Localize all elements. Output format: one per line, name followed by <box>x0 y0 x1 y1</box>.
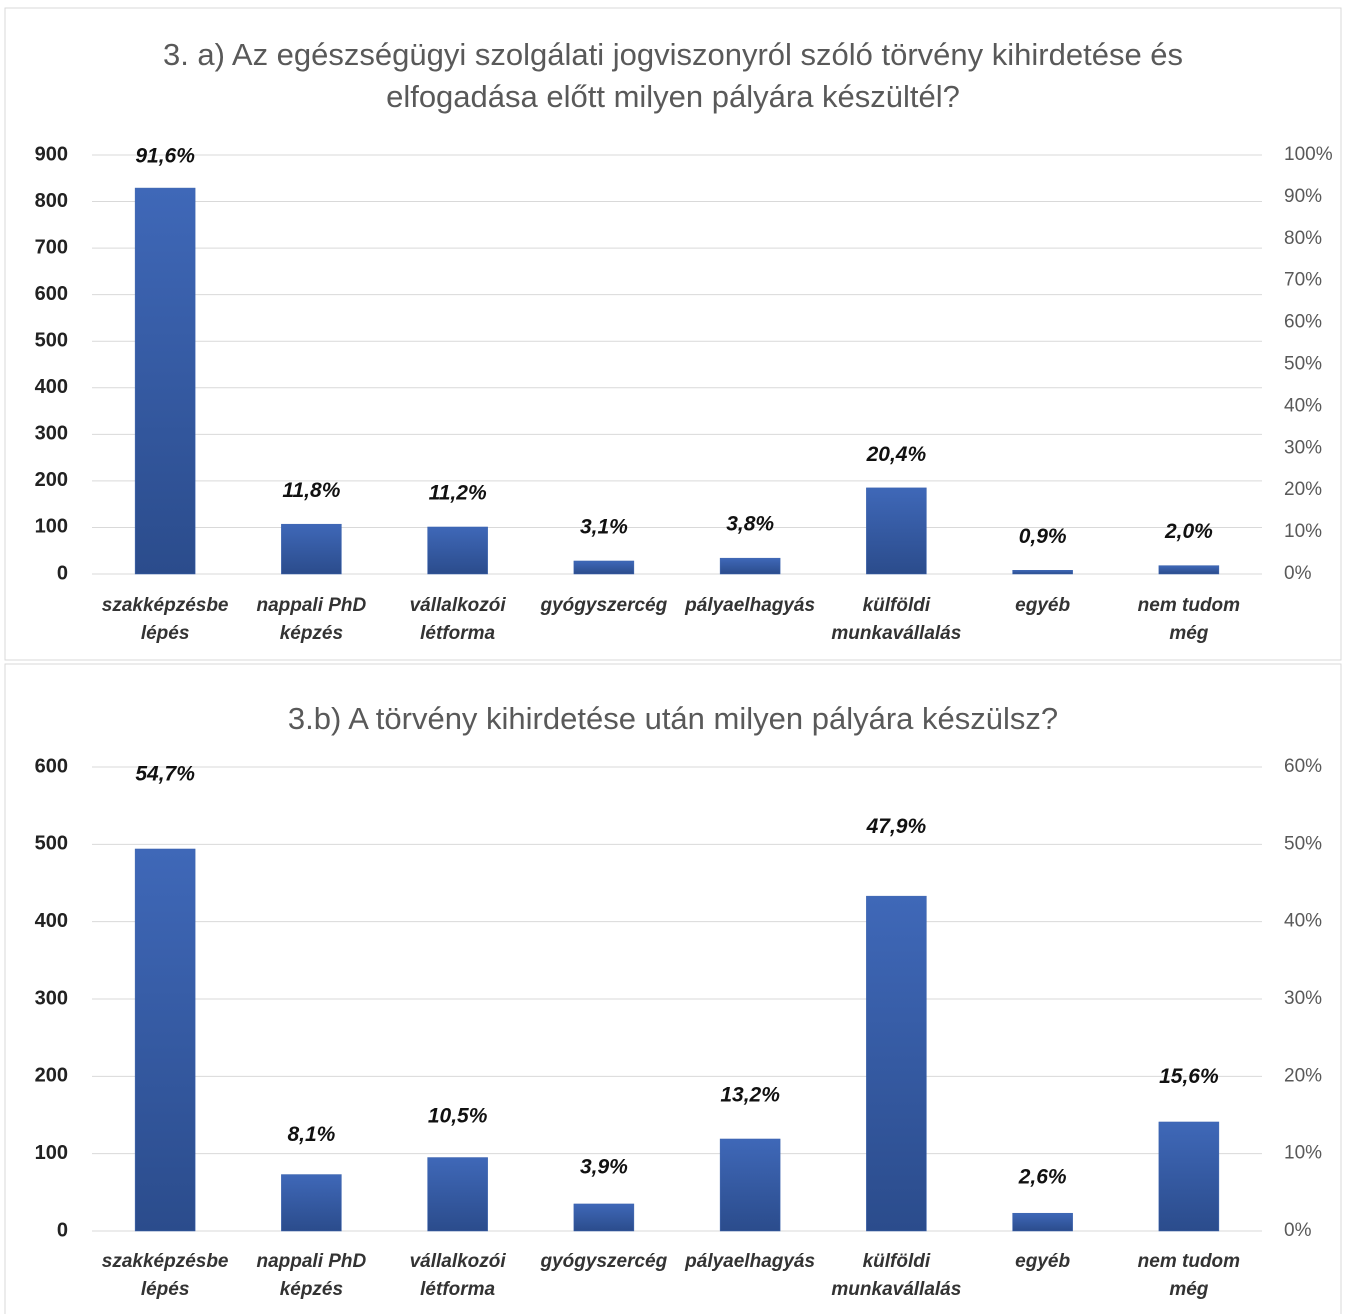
y-tick-label: 200 <box>35 469 68 491</box>
x-tick-label: még <box>1169 623 1208 644</box>
x-tick-label: pályaelhagyás <box>684 595 815 616</box>
x-tick-label: külföldi <box>863 595 931 616</box>
value-label: 15,6% <box>1159 1065 1219 1088</box>
y-tick-label: 100 <box>35 516 68 538</box>
y2-tick-label: 0% <box>1284 1220 1312 1241</box>
x-tick-label: szakképzésbe <box>102 595 229 616</box>
x-tick-label: nappali PhD <box>256 595 366 616</box>
value-label: 11,2% <box>429 482 487 505</box>
bar <box>1012 1212 1073 1232</box>
bar <box>1158 565 1220 575</box>
x-tick-label: képzés <box>280 623 343 644</box>
y2-tick-label: 40% <box>1284 911 1322 932</box>
panel-border <box>4 663 1342 1314</box>
x-tick-label: gyógyszercég <box>540 1251 668 1272</box>
value-label: 47,9% <box>866 815 927 838</box>
value-label: 2,6% <box>1018 1165 1067 1188</box>
value-label: 0,9% <box>1019 525 1067 548</box>
bar <box>719 557 781 575</box>
y-tick-label: 900 <box>35 143 68 165</box>
x-tick-label: gyógyszercég <box>540 595 668 616</box>
chart-title: 3. a) Az egészségügyi szolgálati jogvisz… <box>162 37 1184 114</box>
x-tick-label: vállalkozói <box>410 1251 507 1272</box>
bar <box>866 895 927 1232</box>
value-label: 8,1% <box>287 1123 335 1146</box>
y2-tick-label: 30% <box>1284 437 1322 458</box>
y2-tick-label: 20% <box>1284 479 1322 500</box>
x-tick-label: lépés <box>141 1279 190 1300</box>
x-tick-label: még <box>1169 1279 1208 1300</box>
bar <box>134 187 196 575</box>
bar <box>427 526 488 575</box>
bar <box>281 523 342 575</box>
y-tick-label: 600 <box>35 755 68 777</box>
y-tick-label: 800 <box>35 190 68 212</box>
y-tick-label: 500 <box>35 833 68 855</box>
y-tick-label: 300 <box>35 423 68 445</box>
value-label: 2,0% <box>1164 520 1213 543</box>
value-label: 54,7% <box>135 763 195 786</box>
y2-tick-label: 30% <box>1284 988 1322 1009</box>
y2-tick-label: 10% <box>1284 521 1322 542</box>
y-tick-label: 400 <box>35 910 68 932</box>
value-label: 3,1% <box>580 516 628 539</box>
y2-tick-label: 100% <box>1284 144 1333 165</box>
y-tick-label: 300 <box>35 987 68 1009</box>
bar <box>134 848 196 1232</box>
bar <box>866 487 927 575</box>
x-tick-label: nem tudom <box>1138 595 1240 616</box>
y2-tick-label: 60% <box>1284 312 1322 333</box>
value-label: 10,5% <box>428 1104 488 1127</box>
y2-tick-label: 80% <box>1284 228 1322 249</box>
value-label: 91,6% <box>135 145 195 168</box>
x-tick-label: képzés <box>280 1279 343 1300</box>
y2-tick-label: 70% <box>1284 270 1322 291</box>
y2-tick-label: 60% <box>1284 756 1322 777</box>
bar <box>1012 570 1073 575</box>
y2-tick-label: 50% <box>1284 354 1322 375</box>
bar <box>1158 1121 1220 1232</box>
y2-tick-label: 50% <box>1284 833 1322 854</box>
bar <box>719 1138 781 1232</box>
bar <box>281 1174 342 1232</box>
x-tick-label: külföldi <box>863 1251 931 1272</box>
y-tick-label: 0 <box>57 562 68 584</box>
x-tick-label: munkavállalás <box>831 623 961 644</box>
x-tick-label: egyéb <box>1015 1251 1070 1272</box>
y-tick-label: 700 <box>35 236 68 258</box>
y2-tick-label: 20% <box>1284 1065 1322 1086</box>
y-tick-label: 100 <box>35 1142 68 1164</box>
y-tick-label: 200 <box>35 1065 68 1087</box>
x-tick-label: létforma <box>420 623 495 644</box>
value-label: 13,2% <box>720 1083 780 1106</box>
x-tick-label: egyéb <box>1015 595 1070 616</box>
y-tick-label: 500 <box>35 330 68 352</box>
y-tick-label: 400 <box>35 376 68 398</box>
x-tick-label: nem tudom <box>1138 1251 1240 1272</box>
panel-border <box>4 7 1342 661</box>
x-tick-label: szakképzésbe <box>102 1251 229 1272</box>
x-tick-label: pályaelhagyás <box>684 1251 815 1272</box>
chart-title: 3.b) A törvény kihirdetése után milyen p… <box>287 701 1059 736</box>
x-tick-label: lépés <box>141 623 190 644</box>
bar <box>573 1203 635 1232</box>
y2-tick-label: 10% <box>1284 1143 1322 1164</box>
y-tick-label: 0 <box>57 1219 68 1241</box>
y2-tick-label: 0% <box>1284 563 1312 584</box>
y2-tick-label: 40% <box>1284 395 1322 416</box>
value-label: 3,9% <box>580 1155 628 1178</box>
value-label: 11,8% <box>282 479 340 502</box>
value-label: 3,8% <box>726 513 774 536</box>
x-tick-label: munkavállalás <box>831 1279 961 1300</box>
value-label: 20,4% <box>866 443 927 466</box>
bar <box>573 560 635 575</box>
x-tick-label: létforma <box>420 1279 495 1300</box>
y2-tick-label: 90% <box>1284 186 1322 207</box>
x-tick-label: nappali PhD <box>256 1251 366 1272</box>
bar <box>427 1157 488 1232</box>
y-tick-label: 600 <box>35 283 68 305</box>
x-tick-label: vállalkozói <box>410 595 507 616</box>
